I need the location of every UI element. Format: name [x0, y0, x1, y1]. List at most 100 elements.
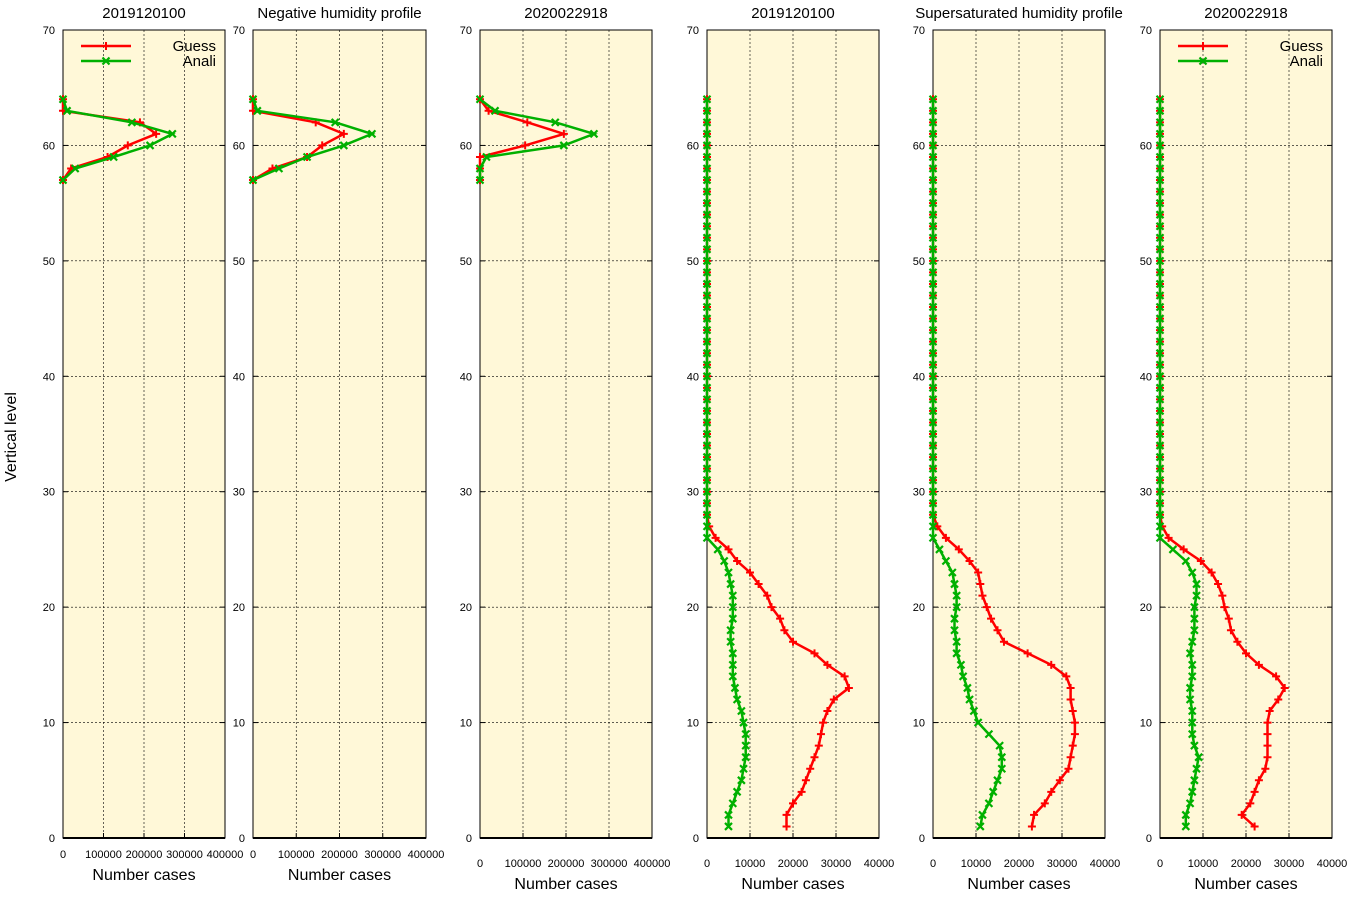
point-marker: [746, 568, 754, 577]
point-marker: [702, 268, 712, 277]
x-tick-label: 0: [60, 849, 66, 861]
y-tick-label: 70: [43, 25, 55, 37]
point-marker: [950, 614, 959, 623]
point-marker: [1068, 707, 1077, 716]
point-marker: [475, 175, 485, 185]
point-marker: [993, 626, 1002, 635]
x-tick-label: 100000: [278, 849, 315, 861]
point-marker: [521, 141, 530, 150]
point-marker: [741, 752, 750, 762]
point-marker: [1155, 452, 1165, 462]
x-tick-label: 30000: [1047, 858, 1078, 870]
x-tick-label: 300000: [591, 858, 628, 870]
point-marker: [1155, 406, 1165, 416]
point-marker: [1155, 510, 1165, 520]
point-marker: [702, 429, 712, 439]
point-marker: [559, 141, 569, 150]
y-tick-label: 60: [913, 140, 925, 152]
y-tick-label: 10: [1140, 718, 1152, 730]
point-marker: [318, 141, 327, 150]
point-marker: [1030, 810, 1039, 819]
point-marker: [993, 776, 1002, 785]
point-marker: [928, 129, 938, 139]
x-tick-label: 200000: [126, 849, 163, 861]
point-marker: [1192, 579, 1201, 589]
point-marker: [702, 198, 712, 208]
point-marker: [702, 256, 712, 266]
point-marker: [1190, 602, 1199, 612]
x-tick-label: 10000: [1188, 858, 1219, 870]
y-tick-label: 70: [913, 25, 925, 37]
x-tick-label: 40000: [1317, 858, 1348, 870]
point-marker: [995, 741, 1004, 750]
y-tick-label: 60: [1140, 140, 1152, 152]
point-marker: [928, 337, 938, 346]
point-marker: [1168, 545, 1178, 554]
point-marker: [248, 94, 258, 104]
point-marker: [933, 522, 942, 531]
point-marker: [928, 441, 938, 450]
point-marker: [1070, 718, 1079, 727]
point-marker: [702, 187, 712, 196]
point-marker: [997, 752, 1007, 762]
point-marker: [844, 683, 853, 692]
chart-panel-6: 0 10 20 30 40 50 60 70 0 10000 20000 30000 40000 2020…: [1140, 5, 1348, 893]
y-tick-label: 20: [43, 602, 55, 614]
point-marker: [928, 533, 938, 543]
point-marker: [840, 672, 849, 681]
y-tick-label: 0: [693, 833, 699, 845]
y-tick-label: 40: [233, 371, 245, 383]
y-tick-label: 70: [687, 25, 699, 37]
point-marker: [739, 718, 748, 727]
point-marker: [726, 625, 735, 635]
point-marker: [1068, 741, 1077, 750]
point-marker: [1181, 810, 1191, 820]
point-marker: [1187, 660, 1197, 670]
x-tick-label: 400000: [408, 849, 445, 861]
point-marker: [987, 614, 996, 623]
y-tick-label: 0: [239, 833, 245, 845]
point-marker: [952, 602, 961, 612]
y-tick-label: 40: [43, 371, 55, 383]
point-marker: [1192, 591, 1201, 600]
point-marker: [741, 729, 750, 739]
point-marker: [1265, 707, 1274, 716]
point-marker: [702, 314, 712, 323]
y-tick-label: 50: [1140, 256, 1152, 268]
x-tick-label: 0: [704, 858, 710, 870]
point-marker: [969, 706, 979, 716]
point-marker: [1155, 395, 1165, 404]
point-marker: [928, 314, 938, 323]
point-marker: [702, 325, 712, 335]
point-marker: [1185, 683, 1195, 693]
point-marker: [1062, 672, 1071, 681]
y-tick-label: 30: [1140, 487, 1152, 499]
point-marker: [997, 764, 1007, 774]
point-marker: [1187, 568, 1197, 577]
point-marker: [733, 556, 742, 565]
point-marker: [928, 395, 938, 404]
point-marker: [1155, 279, 1165, 289]
point-marker: [1155, 245, 1165, 254]
series-anali: [248, 94, 377, 185]
point-marker: [1155, 522, 1165, 531]
point-marker: [782, 822, 791, 831]
point-marker: [810, 753, 819, 762]
x-axis-label: Number cases: [288, 867, 391, 884]
figure-ylabel: Vertical level: [3, 392, 20, 482]
point-marker: [789, 799, 797, 808]
point-marker: [702, 233, 712, 243]
y-tick-label: 40: [1140, 371, 1152, 383]
point-marker: [1155, 152, 1165, 162]
point-marker: [928, 233, 938, 243]
point-marker: [152, 129, 161, 138]
point-marker: [928, 256, 938, 266]
point-marker: [1155, 221, 1165, 231]
x-tick-label: 20000: [1231, 858, 1262, 870]
point-marker: [702, 141, 712, 150]
point-marker: [1185, 649, 1195, 658]
point-marker: [58, 94, 68, 104]
